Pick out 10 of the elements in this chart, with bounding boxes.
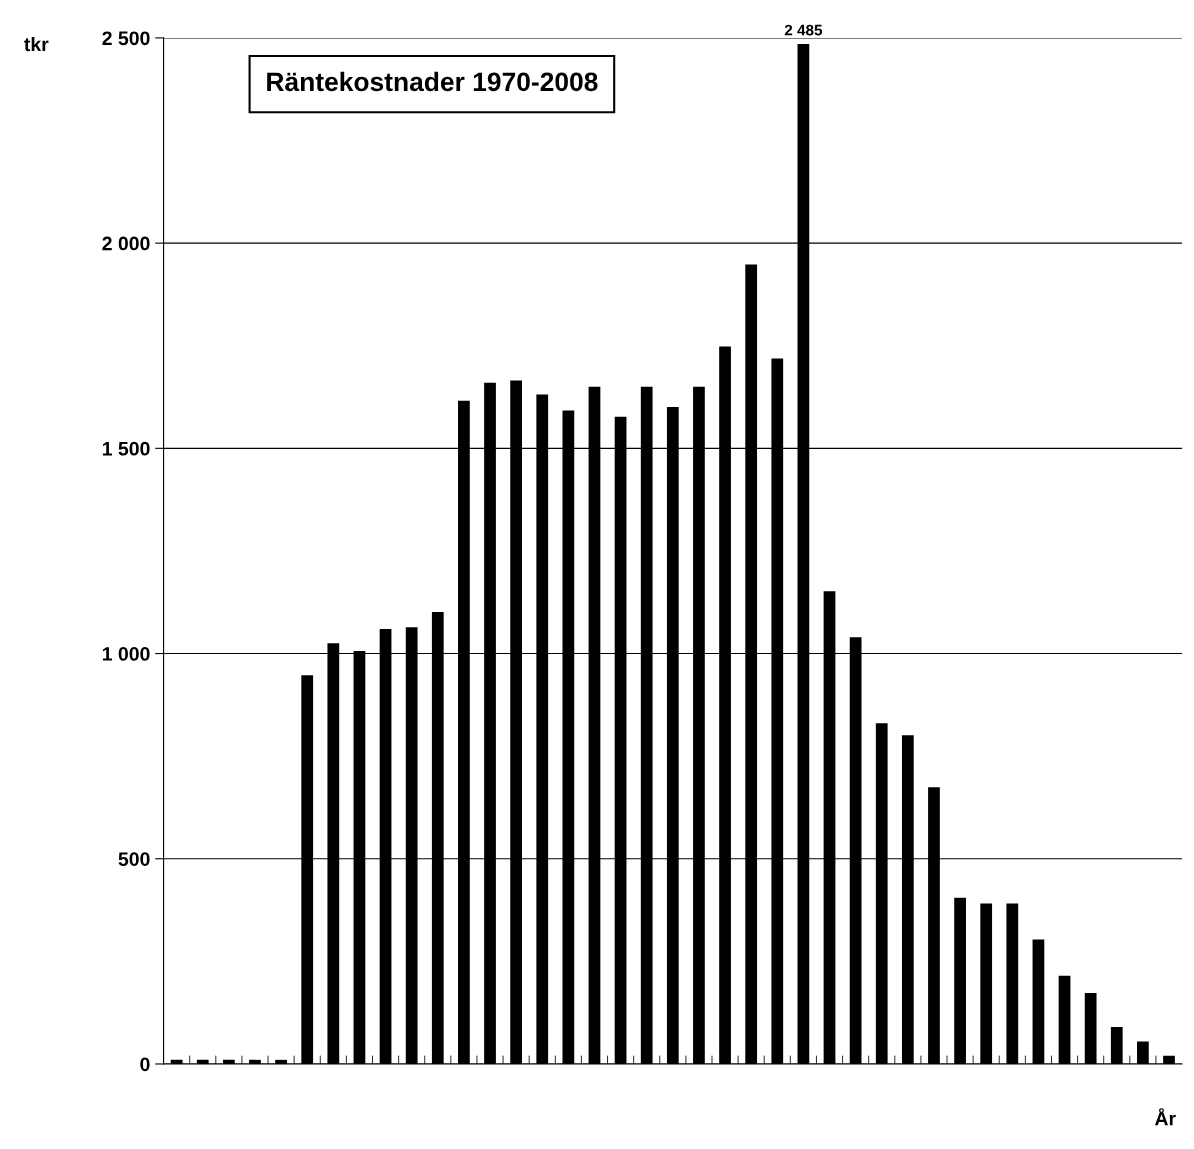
y-tick-label: 500 (118, 852, 150, 866)
x-axis-title: År (1154, 1108, 1176, 1126)
y-tick-label: 2 500 (102, 31, 150, 46)
text: Räntekostnader 1970-2008 (267, 71, 598, 92)
data-label: 2 485 (784, 24, 823, 36)
y-tick-label: 1 000 (102, 647, 150, 661)
y-tick-label: 1 500 (102, 441, 150, 456)
y-tick-label: 2 000 (102, 236, 150, 251)
y-tick-label: 0 (140, 1057, 150, 1072)
y-axis-title: tkr (24, 36, 49, 52)
